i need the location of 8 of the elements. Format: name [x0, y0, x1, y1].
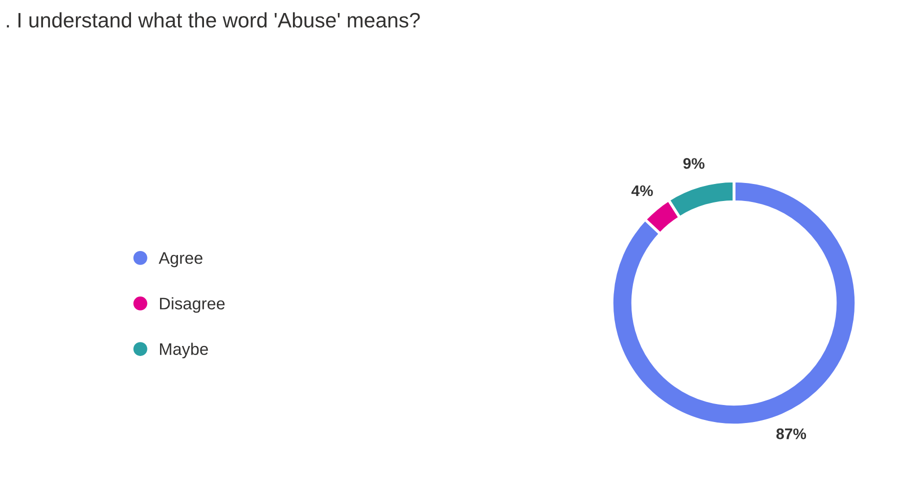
chart-title: . I understand what the word 'Abuse' means?	[6, 12, 420, 28]
legend-label: Agree	[158, 252, 202, 268]
legend-label: Maybe	[160, 342, 208, 358]
donut-slice	[610, 180, 858, 426]
data-label: 9%	[683, 158, 704, 169]
legend-label: Disagree	[160, 297, 225, 313]
data-label: 87%	[776, 428, 806, 440]
data-label: 4%	[631, 185, 653, 196]
